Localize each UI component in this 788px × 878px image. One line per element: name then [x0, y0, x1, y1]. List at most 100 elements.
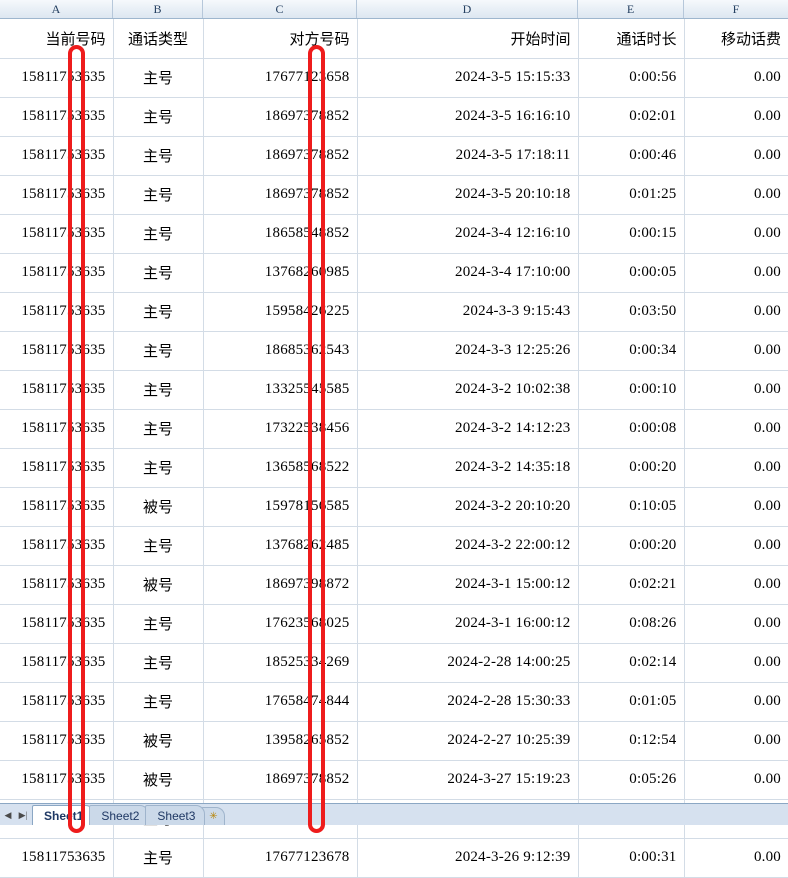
cell-e12[interactable]: 0:00:20 — [578, 448, 685, 488]
cell-b10[interactable]: 主号 — [113, 370, 204, 410]
cell-d7[interactable]: 2024-3-4 17:10:00 — [357, 253, 579, 293]
cell-f6[interactable]: 0.00 — [684, 214, 788, 254]
cell-b2[interactable]: 主号 — [113, 58, 204, 98]
cell-a12[interactable]: 15811753635 — [0, 448, 114, 488]
cell-c9[interactable]: 18685362543 — [203, 331, 358, 371]
cell-c20[interactable]: 18697378852 — [203, 760, 358, 800]
cell-a7[interactable]: 15811753635 — [0, 253, 114, 293]
cell-b16[interactable]: 主号 — [113, 604, 204, 644]
cell-a4[interactable]: 15811753635 — [0, 136, 114, 176]
cell-f15[interactable]: 0.00 — [684, 565, 788, 605]
cell-c17[interactable]: 18525334269 — [203, 643, 358, 683]
cell-c7[interactable]: 13768260985 — [203, 253, 358, 293]
cell-d9[interactable]: 2024-3-3 12:25:26 — [357, 331, 579, 371]
cell-f18[interactable]: 0.00 — [684, 682, 788, 722]
cell-b5[interactable]: 主号 — [113, 175, 204, 215]
cell-f12[interactable]: 0.00 — [684, 448, 788, 488]
cell-d15[interactable]: 2024-3-1 15:00:12 — [357, 565, 579, 605]
cell-a14[interactable]: 15811753635 — [0, 526, 114, 566]
cell-b11[interactable]: 主号 — [113, 409, 204, 449]
cell-a22[interactable]: 15811753635 — [0, 838, 114, 878]
cell-c5[interactable]: 18697378852 — [203, 175, 358, 215]
cell-c3[interactable]: 18697378852 — [203, 97, 358, 137]
first-sheet-icon[interactable]: ◀ — [4, 809, 12, 820]
cell-c13[interactable]: 15978156585 — [203, 487, 358, 527]
cell-a5[interactable]: 15811753635 — [0, 175, 114, 215]
column-title-a[interactable]: 当前号码 — [0, 19, 114, 59]
cell-e20[interactable]: 0:05:26 — [578, 760, 685, 800]
cell-b13[interactable]: 被号 — [113, 487, 204, 527]
last-sheet-icon[interactable]: ▶| — [18, 809, 28, 820]
cell-f8[interactable]: 0.00 — [684, 292, 788, 332]
cell-b9[interactable]: 主号 — [113, 331, 204, 371]
cell-f16[interactable]: 0.00 — [684, 604, 788, 644]
cell-c2[interactable]: 17677123658 — [203, 58, 358, 98]
cell-d2[interactable]: 2024-3-5 15:15:33 — [357, 58, 579, 98]
cell-b4[interactable]: 主号 — [113, 136, 204, 176]
cell-e11[interactable]: 0:00:08 — [578, 409, 685, 449]
cell-b14[interactable]: 主号 — [113, 526, 204, 566]
cell-f13[interactable]: 0.00 — [684, 487, 788, 527]
cell-c8[interactable]: 15958426225 — [203, 292, 358, 332]
cell-e16[interactable]: 0:08:26 — [578, 604, 685, 644]
cell-d22[interactable]: 2024-3-26 9:12:39 — [357, 838, 579, 878]
cell-f10[interactable]: 0.00 — [684, 370, 788, 410]
column-header-e[interactable]: E — [578, 0, 684, 18]
cell-e4[interactable]: 0:00:46 — [578, 136, 685, 176]
cell-a20[interactable]: 15811753635 — [0, 760, 114, 800]
new-sheet-icon[interactable]: ✳ — [201, 807, 226, 825]
cell-e17[interactable]: 0:02:14 — [578, 643, 685, 683]
cell-d16[interactable]: 2024-3-1 16:00:12 — [357, 604, 579, 644]
cell-f22[interactable]: 0.00 — [684, 838, 788, 878]
column-header-f[interactable]: F — [732, 2, 740, 16]
cell-c16[interactable]: 17623568025 — [203, 604, 358, 644]
cell-d17[interactable]: 2024-2-28 14:00:25 — [357, 643, 579, 683]
cell-a16[interactable]: 15811753635 — [0, 604, 114, 644]
cell-d8[interactable]: 2024-3-3 9:15:43 — [357, 292, 579, 332]
cell-b22[interactable]: 主号 — [113, 838, 204, 878]
cell-d4[interactable]: 2024-3-5 17:18:11 — [357, 136, 579, 176]
cell-c14[interactable]: 13768262485 — [203, 526, 358, 566]
cell-e6[interactable]: 0:00:15 — [578, 214, 685, 254]
cell-d20[interactable]: 2024-3-27 15:19:23 — [357, 760, 579, 800]
cell-f7[interactable]: 0.00 — [684, 253, 788, 293]
cell-a3[interactable]: 15811753635 — [0, 97, 114, 137]
cell-f19[interactable]: 0.00 — [684, 721, 788, 761]
column-title-c[interactable]: 对方号码 — [203, 19, 358, 59]
cell-b6[interactable]: 主号 — [113, 214, 204, 254]
cell-e19[interactable]: 0:12:54 — [578, 721, 685, 761]
cell-f9[interactable]: 0.00 — [684, 331, 788, 371]
column-header-a[interactable]: A — [0, 0, 113, 18]
cell-e10[interactable]: 0:00:10 — [578, 370, 685, 410]
cell-d13[interactable]: 2024-3-2 20:10:20 — [357, 487, 579, 527]
cell-c4[interactable]: 18697378852 — [203, 136, 358, 176]
column-header-d[interactable]: D — [357, 0, 578, 18]
sheet-tab-sheet3[interactable]: Sheet3 — [145, 805, 206, 825]
sheet-tab-sheet2[interactable]: Sheet2 — [89, 805, 150, 825]
cell-b8[interactable]: 主号 — [113, 292, 204, 332]
cell-c6[interactable]: 18658548852 — [203, 214, 358, 254]
cell-f20[interactable]: 0.00 — [684, 760, 788, 800]
column-header-b[interactable]: B — [113, 0, 203, 18]
cell-b20[interactable]: 被号 — [113, 760, 204, 800]
cell-c18[interactable]: 17658474844 — [203, 682, 358, 722]
cell-c10[interactable]: 13325545585 — [203, 370, 358, 410]
cell-e2[interactable]: 0:00:56 — [578, 58, 685, 98]
cell-e14[interactable]: 0:00:20 — [578, 526, 685, 566]
cell-d11[interactable]: 2024-3-2 14:12:23 — [357, 409, 579, 449]
cell-d10[interactable]: 2024-3-2 10:02:38 — [357, 370, 579, 410]
cell-e8[interactable]: 0:03:50 — [578, 292, 685, 332]
sheet-tab-sheet1[interactable]: Sheet1 — [32, 805, 94, 825]
cell-e18[interactable]: 0:01:05 — [578, 682, 685, 722]
column-title-e[interactable]: 通话时长 — [578, 19, 685, 59]
cell-b18[interactable]: 主号 — [113, 682, 204, 722]
cell-c22[interactable]: 17677123678 — [203, 838, 358, 878]
cell-e7[interactable]: 0:00:05 — [578, 253, 685, 293]
cell-e22[interactable]: 0:00:31 — [578, 838, 685, 878]
cell-d18[interactable]: 2024-2-28 15:30:33 — [357, 682, 579, 722]
cell-f5[interactable]: 0.00 — [684, 175, 788, 215]
cell-a8[interactable]: 15811753635 — [0, 292, 114, 332]
column-title-d[interactable]: 开始时间 — [357, 19, 579, 59]
cell-d3[interactable]: 2024-3-5 16:16:10 — [357, 97, 579, 137]
cell-f11[interactable]: 0.00 — [684, 409, 788, 449]
